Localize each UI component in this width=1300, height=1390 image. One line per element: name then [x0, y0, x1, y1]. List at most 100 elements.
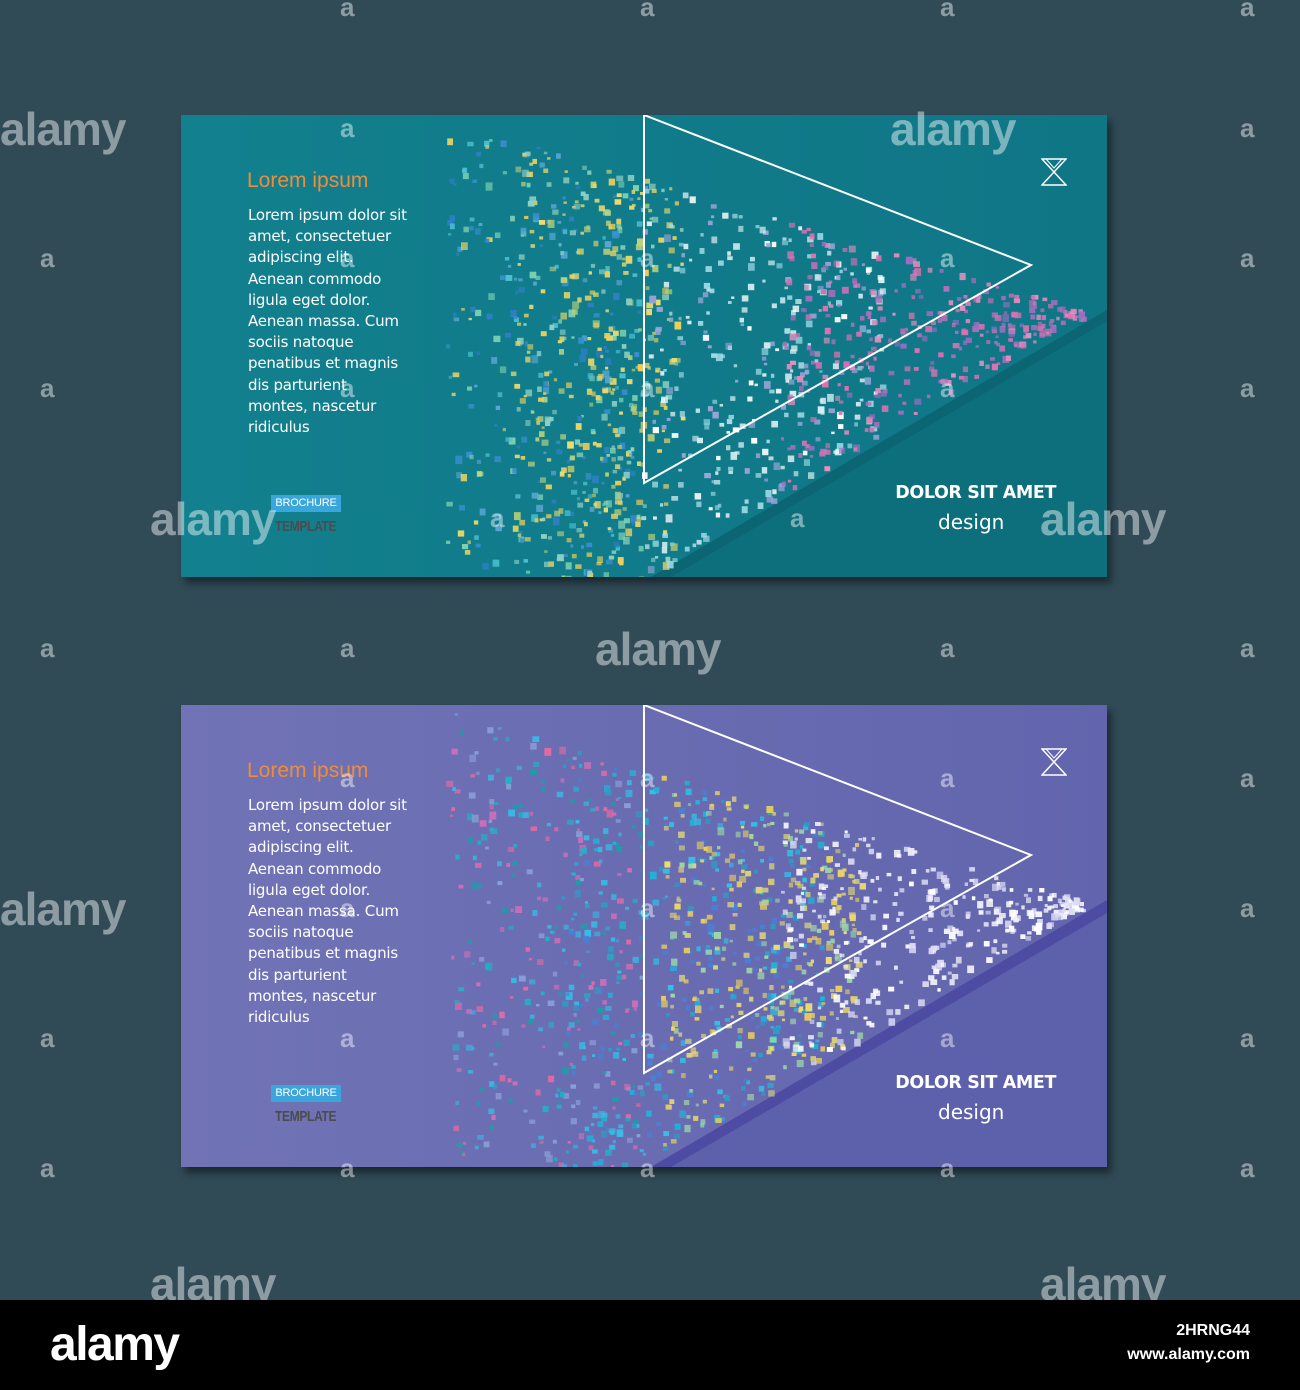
particle-dot — [1036, 929, 1042, 935]
particle-dot — [605, 349, 609, 353]
particle-dot — [809, 881, 815, 887]
particle-dot — [716, 1026, 722, 1033]
particle-dot — [819, 399, 824, 403]
particle-dot — [791, 310, 796, 316]
particle-dot — [836, 300, 843, 306]
particle-dot — [821, 241, 826, 247]
particle-dot — [747, 283, 755, 291]
particle-dot — [728, 987, 734, 992]
particle-dot — [864, 377, 871, 385]
particle-dot — [1028, 913, 1035, 919]
particle-dot — [804, 284, 809, 290]
particle-dot — [733, 364, 738, 368]
particle-dot — [600, 456, 604, 461]
particle-dot — [508, 1098, 513, 1104]
particle-dot — [682, 998, 687, 1002]
particle-dot — [947, 971, 952, 975]
particle-dot — [666, 387, 673, 395]
particle-dot — [523, 986, 529, 991]
particle-dot — [519, 398, 526, 404]
particle-dot — [695, 800, 700, 805]
particle-dot — [819, 893, 826, 900]
particle-dot — [567, 465, 575, 473]
particle-dot — [800, 891, 804, 895]
particle-dot — [1053, 909, 1059, 914]
particle-dot — [729, 924, 736, 931]
particle-dot — [765, 951, 770, 957]
particle-dot — [645, 1082, 650, 1086]
particle-dot — [974, 374, 980, 379]
particle-dot — [714, 932, 721, 939]
particle-dot — [515, 906, 523, 913]
particle-dot — [448, 375, 452, 379]
particle-dot — [663, 502, 669, 506]
particle-dot — [670, 931, 677, 939]
particle-dot — [482, 1024, 486, 1028]
particle-dot — [1033, 340, 1037, 344]
particle-dot — [991, 326, 997, 333]
particle-dot — [837, 1039, 844, 1046]
particle-dot — [527, 344, 534, 350]
particle-dot — [575, 820, 580, 824]
particle-dot — [536, 959, 544, 965]
particle-dot — [582, 520, 587, 524]
particle-dot — [958, 346, 963, 351]
particle-dot — [512, 525, 519, 532]
particle-dot — [612, 388, 616, 391]
particle-dot — [546, 514, 552, 519]
particle-dot — [747, 1094, 754, 1101]
particle-dot — [790, 951, 797, 959]
particle-dot — [766, 439, 770, 444]
particle-dot — [542, 517, 546, 522]
particle-dot — [789, 999, 797, 1007]
particle-dot — [836, 1028, 842, 1034]
particle-dot — [522, 812, 529, 818]
particle-dot — [536, 351, 542, 357]
particle-dot — [624, 351, 630, 358]
particle-dot — [763, 1007, 768, 1011]
particle-dot — [535, 1089, 541, 1096]
particle-dot — [734, 451, 740, 455]
particle-dot — [707, 963, 714, 968]
particle-dot — [772, 812, 776, 816]
particle-dot — [728, 301, 732, 304]
particle-dot — [571, 1104, 576, 1109]
particle-dot — [1042, 297, 1048, 302]
particle-dot — [699, 826, 703, 830]
particle-dot — [542, 1045, 546, 1049]
particle-dot — [849, 959, 853, 962]
particle-dot — [608, 178, 616, 186]
particle-dot — [729, 862, 734, 868]
particle-dot — [930, 320, 936, 326]
particle-dot — [865, 268, 871, 273]
particle-dot — [577, 962, 582, 967]
particle-dot — [524, 215, 529, 219]
particle-dot — [605, 266, 610, 271]
particle-dot — [971, 278, 976, 284]
particle-dot — [782, 240, 789, 246]
particle-dot — [619, 442, 626, 450]
particle-dot — [500, 275, 505, 281]
particle-dot — [614, 199, 622, 205]
particle-dot — [860, 316, 865, 321]
particle-dot — [475, 228, 481, 235]
particle-dot — [536, 421, 540, 425]
particle-dot — [711, 851, 717, 857]
particle-dot — [604, 785, 611, 793]
particle-dot — [601, 770, 607, 776]
particle-dot — [870, 914, 876, 921]
particle-dot — [703, 811, 708, 817]
brochure-card-violet: Lorem ipsum Lorem ipsum dolor sit amet, … — [181, 705, 1107, 1167]
particle-dot — [1012, 928, 1017, 933]
particle-dot — [768, 260, 775, 266]
particle-dot — [758, 1085, 765, 1092]
particle-dot — [615, 464, 621, 469]
particle-dot — [564, 510, 571, 516]
cta-title: DOLOR SIT AMET — [895, 483, 1056, 503]
particle-dot — [841, 918, 846, 923]
particle-dot — [674, 903, 681, 910]
particle-cloud — [446, 138, 1087, 577]
particle-dot — [719, 422, 725, 427]
particle-dot — [756, 941, 762, 946]
particle-dot — [591, 1019, 599, 1025]
